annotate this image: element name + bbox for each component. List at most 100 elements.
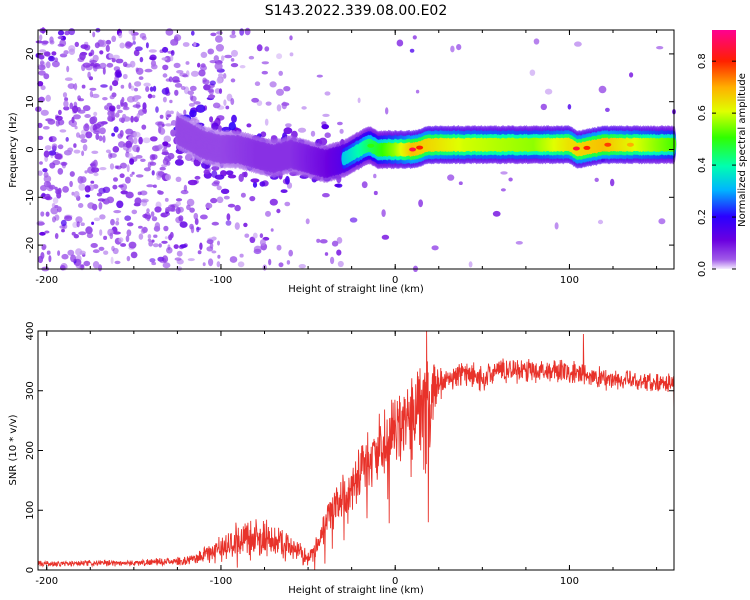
noise-blob (324, 252, 329, 256)
noise-blob (173, 36, 179, 42)
noise-blob (289, 35, 293, 41)
noise-blob (112, 80, 119, 87)
noise-blob (179, 221, 188, 228)
noise-blob (173, 62, 181, 69)
noise-blob (567, 104, 572, 110)
noise-blob (82, 144, 88, 152)
noise-blob (185, 61, 190, 65)
noise-blob (285, 123, 292, 128)
noise-blob (102, 135, 106, 143)
noise-blob (37, 81, 44, 87)
noise-blob (179, 72, 187, 77)
transition-blob (220, 188, 230, 194)
noise-blob (99, 50, 104, 55)
noise-blob (194, 218, 199, 225)
noise-blob (45, 211, 50, 217)
noise-blob (83, 260, 91, 267)
noise-blob (134, 87, 138, 92)
noise-blob (89, 116, 96, 125)
noise-blob (125, 176, 131, 184)
noise-blob (190, 95, 197, 102)
noise-blob (119, 130, 124, 137)
noise-blob (169, 99, 173, 104)
noise-blob (48, 255, 52, 263)
noise-blob (84, 44, 91, 51)
snr-x-ticks: -200 -100 0 100 (35, 331, 658, 587)
noise-blob (68, 45, 76, 52)
noise-blob (198, 69, 206, 77)
noise-blob (145, 214, 152, 220)
noise-blob (175, 198, 183, 202)
noise-blob (78, 183, 86, 191)
noise-blob (64, 97, 69, 102)
noise-blob (381, 209, 386, 218)
noise-blob (216, 77, 223, 84)
noise-blob (168, 234, 173, 241)
noise-blob (161, 151, 170, 156)
noise-blob (151, 154, 158, 160)
spectrogram-x-tick-label: 0 (392, 275, 398, 286)
noise-blob (458, 181, 463, 185)
noise-blob (126, 255, 131, 262)
noise-blob (159, 257, 167, 264)
noise-blob (161, 240, 168, 244)
noise-blob (81, 150, 85, 157)
noise-blob (269, 198, 278, 206)
noise-blob (276, 244, 282, 251)
noise-blob (89, 90, 93, 98)
noise-blob (103, 250, 109, 255)
noise-blob (105, 39, 112, 45)
noise-blob (39, 34, 43, 41)
noise-blob (42, 126, 50, 130)
noise-blob (66, 65, 70, 73)
noise-blob (121, 96, 125, 103)
noise-blob (151, 63, 158, 70)
noise-blob (321, 124, 330, 130)
noise-blob (78, 203, 84, 208)
transition-blob (280, 189, 288, 194)
noise-blob (187, 90, 195, 96)
noise-blob (598, 85, 607, 94)
noise-blob (143, 82, 151, 87)
transition-blob (231, 114, 237, 123)
noise-blob (63, 106, 70, 111)
noise-blob (373, 190, 378, 196)
noise-blob (215, 44, 224, 52)
noise-blob (594, 177, 599, 182)
noise-blob (175, 176, 182, 182)
noise-blob (99, 167, 107, 171)
noise-blob (131, 171, 135, 175)
noise-blob (74, 82, 78, 91)
noise-blob (109, 163, 115, 170)
noise-blob (278, 262, 284, 268)
noise-blob (108, 53, 114, 59)
noise-blob (283, 86, 291, 92)
noise-blob (38, 96, 45, 103)
noise-blob (207, 49, 212, 55)
noise-blob (231, 30, 236, 35)
noise-blob (126, 222, 134, 227)
noise-blob (48, 55, 55, 62)
transition-blob (250, 178, 260, 183)
noise-blob (240, 192, 246, 198)
transition-blob (189, 109, 197, 118)
noise-blob (217, 240, 220, 246)
noise-blob (91, 221, 95, 225)
noise-blob (188, 103, 195, 107)
noise-blob (112, 146, 120, 153)
noise-blob (64, 30, 70, 36)
noise-blob (215, 35, 223, 43)
noise-blob (256, 44, 263, 52)
noise-blob (126, 164, 130, 173)
noise-blob (574, 41, 582, 47)
noise-blob (129, 158, 135, 165)
noise-blob (147, 161, 152, 169)
noise-blob (324, 91, 331, 96)
noise-blob (216, 31, 223, 35)
noise-blob (492, 210, 501, 217)
noise-blob (77, 176, 84, 184)
snr-x-tick-label: 100 (560, 576, 579, 587)
noise-blob (84, 170, 88, 174)
noise-blob (180, 189, 189, 195)
